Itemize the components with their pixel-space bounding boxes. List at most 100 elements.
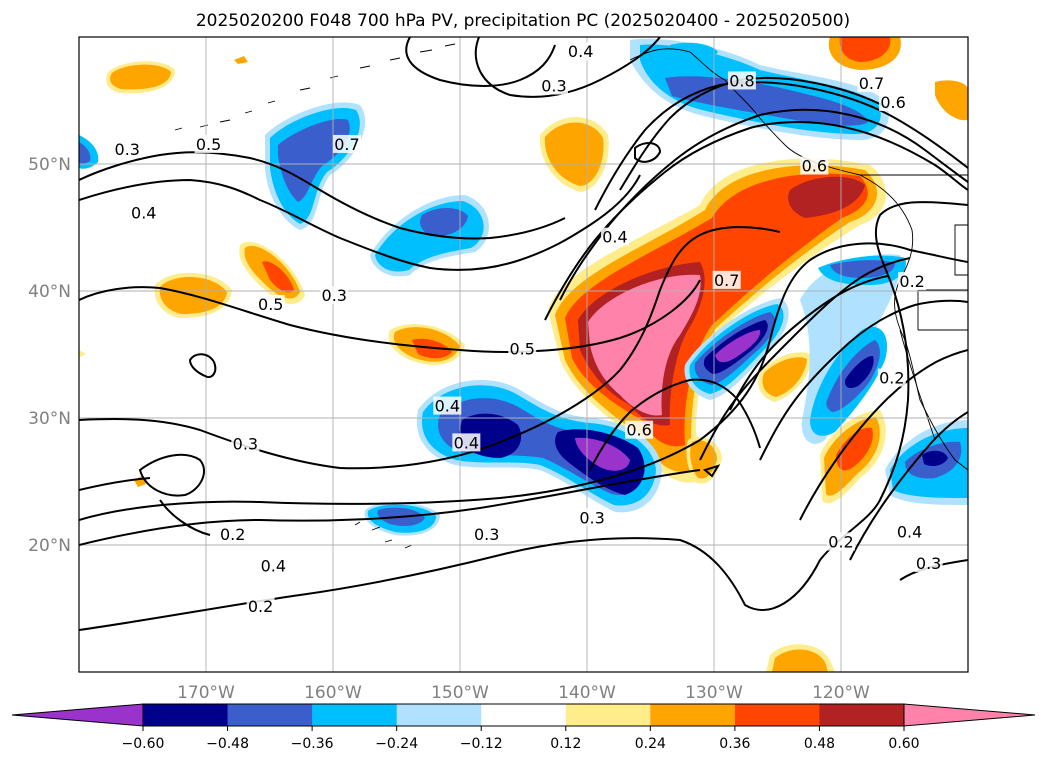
pv-contour <box>799 349 968 521</box>
pv-contour-label: 0.5 <box>258 295 283 314</box>
positive-anomaly <box>935 80 968 121</box>
pv-contour-label: 0.4 <box>131 204 156 223</box>
pv-contour <box>849 411 968 561</box>
pv-contour-label: 0.3 <box>474 525 499 544</box>
positive-anomaly <box>772 649 828 672</box>
colorbar-tick-label: −0.36 <box>291 736 334 752</box>
pv-label-background <box>129 203 158 222</box>
lat-tick-label: 50°N <box>28 155 71 175</box>
pv-contour-0.3 <box>79 242 968 521</box>
hawaiian-islands <box>354 521 413 549</box>
pv-contour-label: 0.3 <box>322 286 347 305</box>
pv-contour-label: 0.5 <box>196 135 221 154</box>
aleutian-islands <box>174 43 456 131</box>
negative-anomaly <box>79 142 91 165</box>
pv-label-background <box>194 134 223 153</box>
pv-contour-label: 0.2 <box>899 272 924 291</box>
pv-contour-0.5 <box>79 279 701 353</box>
pv-contour-label: 0.6 <box>802 157 827 176</box>
negative-anomaly <box>278 119 350 202</box>
colorbar-tick-label: −0.24 <box>375 736 418 752</box>
colorbar-swatch <box>481 704 567 726</box>
colorbar-tick-label: −0.60 <box>122 736 165 752</box>
pv-label-background <box>566 42 595 61</box>
pv-contour <box>138 453 205 497</box>
pv-contour-label: 0.8 <box>729 71 754 90</box>
positive-anomaly <box>110 64 171 90</box>
negative-anomaly <box>670 42 718 60</box>
baja-california <box>899 329 936 441</box>
colorbar-swatch <box>734 704 820 726</box>
colorbar-swatch <box>396 704 482 726</box>
pv-label-background <box>113 140 142 159</box>
pv-contour <box>589 378 761 471</box>
pv-label-background <box>433 396 462 415</box>
positive-anomaly <box>762 357 807 397</box>
positive-anomaly <box>544 122 604 186</box>
colorbar-tick-label: −0.48 <box>206 736 249 752</box>
pv-label-background <box>877 368 906 387</box>
pv-contour <box>702 464 721 478</box>
negative-anomaly-core <box>575 437 630 471</box>
pv-contour-label: 0.2 <box>248 597 273 616</box>
pv-contour <box>594 81 968 211</box>
positive-anomaly <box>839 37 891 62</box>
lon-tick-label: 160°W <box>304 683 362 703</box>
precipitation-pc-shading <box>79 37 968 672</box>
negative-anomaly <box>420 207 468 237</box>
pv-contour-label: 0.6 <box>880 93 905 112</box>
pv-contour <box>729 275 889 411</box>
negative-anomaly <box>830 260 895 278</box>
pv-label-background <box>246 597 275 616</box>
pv-contour <box>759 299 968 461</box>
colorbar-swatch <box>650 704 736 726</box>
pv-contour-label: 0.4 <box>435 397 460 416</box>
colorbar-extend-min <box>11 703 144 727</box>
map-title: 2025020200 F048 700 hPa PV, precipitatio… <box>196 11 850 31</box>
pv-label-background <box>600 227 629 246</box>
map-panel: 0.40.3 0.8 0.70.60.3 0.5 0.70.60.40.40.7 0.20… <box>78 36 969 673</box>
lon-tick-label: 130°W <box>685 683 743 703</box>
pv-contour <box>79 151 566 240</box>
pv-contour-label: 0.7 <box>714 271 739 290</box>
pv-label-background <box>857 73 886 92</box>
negative-anomaly <box>922 450 948 466</box>
lon-tick-label: 170°W <box>177 683 235 703</box>
alaska-coastline <box>629 48 786 146</box>
pv-label-background <box>898 272 927 291</box>
pv-contour-label: 0.4 <box>261 557 286 576</box>
pv-label-background <box>231 434 260 453</box>
pv-label-background <box>508 339 537 358</box>
pv-contour-0.4 <box>79 226 781 470</box>
pv-contour-label: 0.7 <box>334 135 359 154</box>
pv-label-background <box>712 270 741 289</box>
colorbar-tick-label: 0.24 <box>635 736 666 752</box>
negative-anomaly <box>844 355 874 388</box>
colorbar: −0.60 −0.48 −0.36 −0.24 −0.12 0.12 0.24 0.36 0.4… <box>11 703 1036 752</box>
pv-label-background <box>539 76 568 95</box>
pv-contour <box>634 142 662 163</box>
colorbar-swatch <box>227 704 313 726</box>
pv-label-background <box>914 554 943 573</box>
map-frame <box>78 36 969 673</box>
colorbar-swatch <box>312 704 398 726</box>
pv-label-background <box>259 556 288 575</box>
lon-tick-label: 140°W <box>558 683 616 703</box>
pv-contour-label: 0.3 <box>115 140 140 159</box>
pv-label-background <box>800 156 829 175</box>
pv-label-background <box>218 524 247 543</box>
pv-contour-label: 0.3 <box>916 554 941 573</box>
pv-contour <box>188 353 217 378</box>
positive-anomaly <box>79 350 86 358</box>
pv-contour-label: 0.5 <box>510 339 535 358</box>
pv-contour-label: 0.4 <box>454 433 479 452</box>
colorbar-swatch <box>565 704 651 726</box>
pv-label-background <box>472 524 501 543</box>
positive-anomaly-plume <box>788 176 865 218</box>
colorbar-swatch <box>143 704 229 726</box>
positive-anomaly <box>262 261 294 293</box>
pv-label-background <box>895 522 924 541</box>
lon-tick-label: 120°W <box>812 683 870 703</box>
pv-contour-label: 0.4 <box>602 228 627 247</box>
negative-anomaly-core <box>715 330 761 363</box>
